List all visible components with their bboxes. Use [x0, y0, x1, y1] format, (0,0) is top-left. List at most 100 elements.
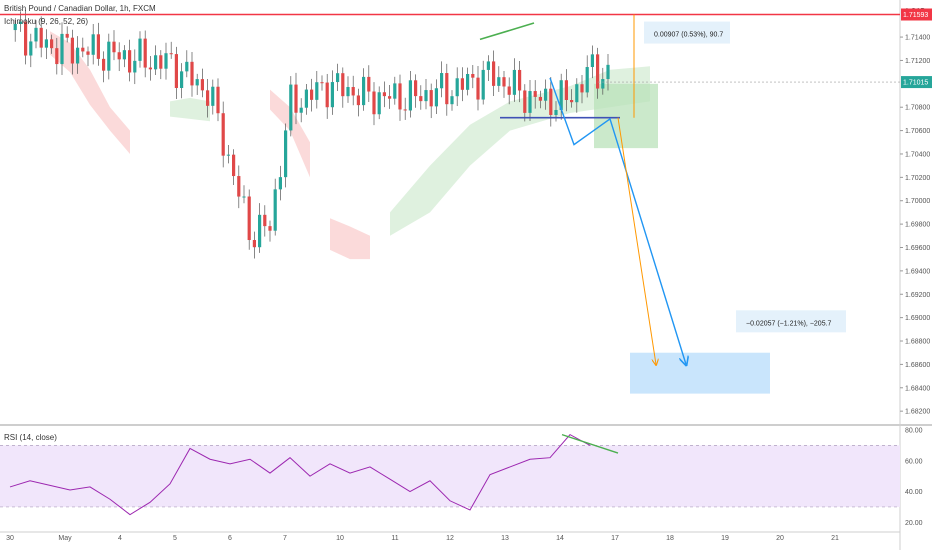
- candle-down: [580, 84, 584, 93]
- candle-down: [507, 86, 511, 95]
- resistance-badge-label: 1.71593: [903, 12, 928, 19]
- candle-up: [330, 82, 334, 108]
- rsi-tick-label: 80.00: [905, 428, 923, 435]
- candle-up: [336, 73, 340, 83]
- candle-up: [13, 24, 17, 31]
- candle-down: [492, 61, 496, 86]
- candle-up: [195, 79, 199, 86]
- candle-up: [180, 71, 184, 88]
- ichimoku-cloud-5: [390, 66, 650, 236]
- candle-up: [185, 61, 189, 72]
- y-tick-label: 1.69000: [905, 315, 930, 322]
- candle-up: [273, 189, 277, 231]
- rsi-tick-label: 40.00: [905, 489, 923, 496]
- candle-down: [237, 176, 241, 197]
- candle-down: [55, 48, 59, 65]
- candles: [13, 10, 610, 259]
- y-tick-label: 1.70200: [905, 175, 930, 182]
- candle-up: [575, 84, 579, 103]
- candle-down: [414, 80, 418, 97]
- candle-up: [211, 86, 215, 106]
- time-axis: 30 May 4 5 6 7 10 11 12 13 14 17 18 19 20 21: [6, 535, 839, 542]
- candle-down: [50, 39, 54, 49]
- rsi-axis: 80.00 60.00 40.00 20.00: [905, 428, 923, 527]
- measurement-label-2: −0.02057 (−1.21%), −205.7: [746, 320, 832, 327]
- measurement-label-1: 0.00907 (0.53%), 90.7: [654, 32, 723, 39]
- current-price-badge: [901, 76, 932, 89]
- candle-up: [606, 64, 610, 80]
- x-tick-label: 7: [283, 535, 287, 542]
- y-tick-label: 1.69400: [905, 268, 930, 275]
- ichimoku-cloud-1: [50, 31, 130, 154]
- candle-up: [107, 41, 111, 71]
- candle-down: [419, 96, 423, 102]
- x-tick-label: 18: [666, 535, 674, 542]
- candle-down: [70, 37, 74, 64]
- candle-down: [502, 77, 506, 87]
- target-box: [630, 352, 770, 394]
- candle-up: [408, 80, 412, 111]
- candle-up: [346, 87, 350, 97]
- candle-down: [325, 82, 329, 108]
- y-tick-label: 1.69800: [905, 222, 930, 229]
- measurement-box-1: [644, 21, 730, 44]
- candle-up: [299, 107, 303, 113]
- candle-down: [471, 73, 475, 78]
- candle-up: [18, 21, 22, 25]
- candle-up: [440, 73, 444, 89]
- candle-up: [434, 88, 438, 107]
- candle-down: [570, 100, 574, 103]
- candle-down: [102, 58, 106, 71]
- y-tick-label: 1.68400: [905, 385, 930, 392]
- y-tick-label: 1.71200: [905, 58, 930, 65]
- candle-up: [91, 34, 95, 55]
- candle-down: [320, 82, 324, 84]
- candle-down: [533, 91, 537, 97]
- candle-down: [190, 61, 194, 86]
- candle-down: [112, 41, 116, 53]
- x-tick-label: 19: [721, 535, 729, 542]
- y-tick-label: 1.69600: [905, 245, 930, 252]
- candle-up: [554, 109, 558, 115]
- entry-box: [594, 83, 658, 149]
- candle-down: [445, 73, 449, 105]
- candle-up: [29, 41, 33, 56]
- y-tick-label: 1.70600: [905, 128, 930, 135]
- chart-title[interactable]: British Pound / Canadian Dollar, 1h, FXC…: [4, 4, 156, 13]
- ichimoku-legend[interactable]: Ichimoku (9, 26, 52, 26): [4, 17, 89, 26]
- candle-down: [460, 78, 464, 90]
- candle-down: [356, 95, 360, 106]
- candle-down: [247, 196, 251, 241]
- candle-down: [476, 77, 480, 100]
- candle-up: [486, 61, 490, 70]
- ichimoku-cloud-2: [170, 97, 210, 122]
- ichimoku-cloud-4: [330, 218, 370, 260]
- candle-up: [242, 196, 246, 198]
- candle-down: [388, 96, 392, 99]
- y-tick-label: 1.68600: [905, 362, 930, 369]
- candle-up: [44, 39, 48, 48]
- candle-down: [518, 69, 522, 91]
- candle-up: [258, 214, 262, 248]
- x-tick-label: 30: [6, 535, 14, 542]
- ichimoku-cloud-3: [270, 89, 310, 178]
- candle-up: [393, 83, 397, 99]
- rsi-line: [9, 433, 591, 516]
- candle-down: [117, 52, 121, 60]
- candle-down: [24, 21, 28, 56]
- rsi-band: [0, 445, 900, 507]
- x-tick-label: 20: [776, 535, 784, 542]
- candle-up: [226, 154, 230, 156]
- candle-down: [398, 83, 402, 110]
- candle-up: [466, 73, 470, 90]
- y-tick-label: 1.70400: [905, 151, 930, 158]
- candle-up: [528, 91, 532, 113]
- candle-up: [481, 69, 485, 100]
- candle-down: [382, 92, 386, 97]
- x-tick-label: 13: [501, 535, 509, 542]
- rsi-legend[interactable]: RSI (14, close): [4, 433, 57, 442]
- candle-down: [596, 54, 600, 89]
- rsi-divergence-line: [561, 433, 619, 454]
